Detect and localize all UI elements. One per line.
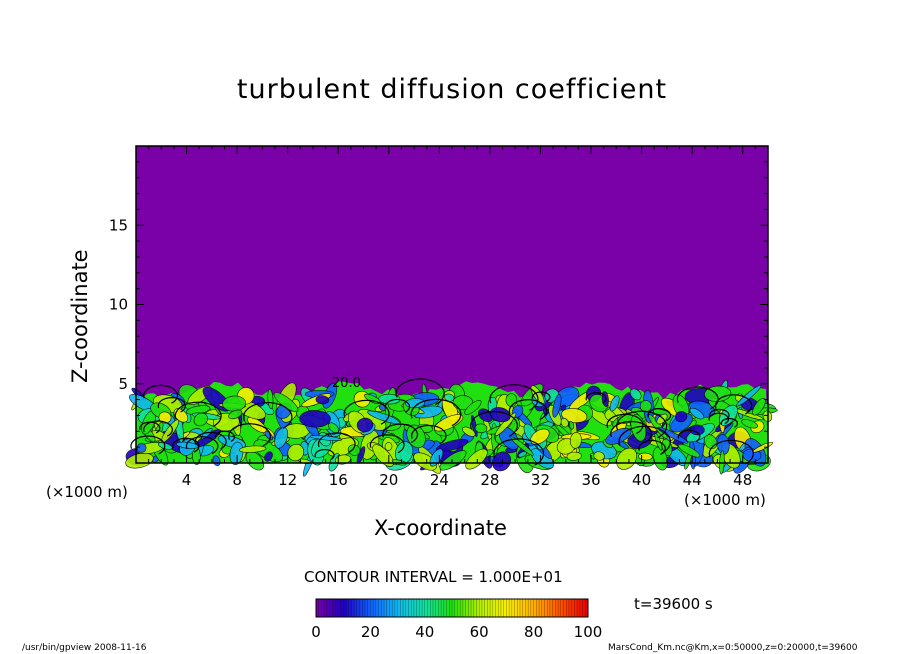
contour-interval: CONTOUR INTERVAL = 1.000E+01 [304, 568, 563, 586]
colorbar-tick-label: 100 [574, 623, 603, 641]
x-tick-label: 32 [531, 471, 550, 489]
x-tick-label: 44 [683, 471, 702, 489]
x-tick-label: 40 [632, 471, 651, 489]
x-unit-left: (×1000 m) [46, 483, 128, 501]
x-tick-label: 16 [329, 471, 348, 489]
x-tick-label: 48 [733, 471, 752, 489]
chart-title: turbulent diffusion coefficient [236, 74, 668, 105]
x-tick-label: 12 [278, 471, 297, 489]
y-tick-label: 5 [118, 375, 128, 393]
x-tick-label: 28 [480, 471, 499, 489]
time-label: t=39600 s [634, 595, 713, 613]
colorbar-tick-label: 20 [361, 623, 380, 641]
colorbar-tick-label: 80 [524, 623, 543, 641]
colorbar-tick-label: 60 [470, 623, 489, 641]
footer-right: MarsCond_Km.nc@Km,x=0:50000,z=0:20000,t=… [608, 643, 858, 653]
x-tick-label: 36 [581, 471, 600, 489]
y-tick-label: 10 [109, 296, 128, 314]
x-axis-label: X-coordinate [374, 516, 507, 540]
x-tick-label: 20 [379, 471, 398, 489]
y-tick-label: 15 [109, 216, 128, 234]
footer-left: /usr/bin/gpview 2008-11-16 [22, 643, 147, 653]
y-axis-label: Z-coordinate [68, 249, 92, 383]
colorbar-tick-label: 40 [415, 623, 434, 641]
x-tick-label: 8 [232, 471, 242, 489]
contour-label: 20.0 [332, 376, 361, 391]
x-unit-right: (×1000 m) [684, 491, 766, 509]
x-tick-label: 4 [182, 471, 192, 489]
turbulent-layer [125, 378, 778, 477]
x-tick-label: 24 [430, 471, 449, 489]
colorbar-tick-label: 0 [311, 623, 321, 641]
